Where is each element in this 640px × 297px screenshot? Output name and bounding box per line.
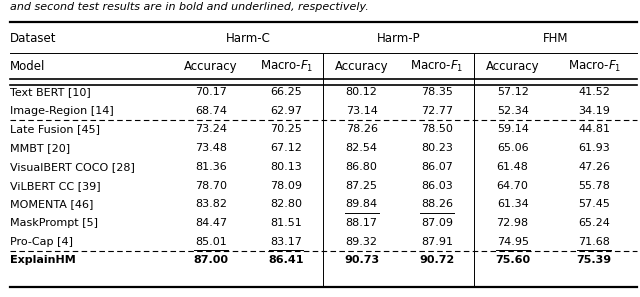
Text: 47.26: 47.26 [579,162,611,172]
Text: 74.95: 74.95 [497,237,529,247]
Text: 65.06: 65.06 [497,143,529,153]
Text: Macro-$F_1$: Macro-$F_1$ [410,59,463,74]
Text: Accuracy: Accuracy [486,60,540,73]
Text: 80.13: 80.13 [271,162,302,172]
Text: 86.03: 86.03 [421,181,452,191]
Text: 89.32: 89.32 [346,237,378,247]
Text: Model: Model [10,60,45,73]
Text: 67.12: 67.12 [271,143,302,153]
Text: 87.00: 87.00 [194,255,228,266]
Text: 72.98: 72.98 [497,218,529,228]
Text: FHM: FHM [543,32,568,45]
Text: ViLBERT CC [39]: ViLBERT CC [39] [10,181,100,191]
Text: Harm-C: Harm-C [225,32,271,45]
Text: 78.09: 78.09 [270,181,302,191]
Text: MaskPrompt [5]: MaskPrompt [5] [10,218,97,228]
Text: Late Fusion [45]: Late Fusion [45] [10,124,100,135]
Text: 66.25: 66.25 [271,87,302,97]
Text: 73.24: 73.24 [195,124,227,135]
Text: 34.19: 34.19 [579,106,610,116]
Text: 78.35: 78.35 [421,87,452,97]
Text: 90.72: 90.72 [419,255,454,266]
Text: 86.41: 86.41 [269,255,304,266]
Text: 61.93: 61.93 [579,143,610,153]
Text: 41.52: 41.52 [579,87,610,97]
Text: MMBT [20]: MMBT [20] [10,143,70,153]
Text: 61.34: 61.34 [497,199,529,209]
Text: Text BERT [10]: Text BERT [10] [10,87,90,97]
Text: 71.68: 71.68 [579,237,610,247]
Text: 78.50: 78.50 [421,124,452,135]
Text: Accuracy: Accuracy [184,60,238,73]
Text: 80.12: 80.12 [346,87,378,97]
Text: 61.48: 61.48 [497,162,529,172]
Text: 44.81: 44.81 [579,124,611,135]
Text: 52.34: 52.34 [497,106,529,116]
Text: 73.48: 73.48 [195,143,227,153]
Text: Pro-Cap [4]: Pro-Cap [4] [10,237,72,247]
Text: 70.17: 70.17 [195,87,227,97]
Text: 78.70: 78.70 [195,181,227,191]
Text: 70.25: 70.25 [271,124,302,135]
Text: MOMENTA [46]: MOMENTA [46] [10,199,93,209]
Text: 83.82: 83.82 [195,199,227,209]
Text: 80.23: 80.23 [421,143,452,153]
Text: 57.45: 57.45 [579,199,610,209]
Text: Image-Region [14]: Image-Region [14] [10,106,113,116]
Text: 72.77: 72.77 [420,106,453,116]
Text: 90.73: 90.73 [344,255,379,266]
Text: Macro-$F_1$: Macro-$F_1$ [260,59,313,74]
Text: 87.91: 87.91 [421,237,453,247]
Text: 88.17: 88.17 [346,218,378,228]
Text: 84.47: 84.47 [195,218,227,228]
Text: 81.36: 81.36 [195,162,227,172]
Text: and second test results are in bold and underlined, respectively.: and second test results are in bold and … [10,2,369,12]
Text: 75.60: 75.60 [495,255,530,266]
Text: Harm-P: Harm-P [376,32,420,45]
Text: 82.80: 82.80 [270,199,302,209]
Text: 81.51: 81.51 [271,218,302,228]
Text: Macro-$F_1$: Macro-$F_1$ [568,59,621,74]
Text: 78.26: 78.26 [346,124,378,135]
Text: Accuracy: Accuracy [335,60,388,73]
Text: 88.26: 88.26 [421,199,453,209]
Text: 55.78: 55.78 [579,181,610,191]
Text: 59.14: 59.14 [497,124,529,135]
Text: 62.97: 62.97 [270,106,302,116]
Text: 57.12: 57.12 [497,87,529,97]
Text: 73.14: 73.14 [346,106,378,116]
Text: ExplainHM: ExplainHM [10,255,76,266]
Text: 86.80: 86.80 [346,162,378,172]
Text: VisualBERT COCO [28]: VisualBERT COCO [28] [10,162,134,172]
Text: 82.54: 82.54 [346,143,378,153]
Text: 83.17: 83.17 [271,237,302,247]
Text: E: E [10,255,17,266]
Text: 87.25: 87.25 [346,181,378,191]
Text: Dataset: Dataset [10,32,56,45]
Text: 75.39: 75.39 [577,255,612,266]
Text: 65.24: 65.24 [579,218,610,228]
Text: 89.84: 89.84 [346,199,378,209]
Text: 87.09: 87.09 [421,218,453,228]
Text: 68.74: 68.74 [195,106,227,116]
Text: 86.07: 86.07 [421,162,452,172]
Text: 85.01: 85.01 [195,237,227,247]
Text: 64.70: 64.70 [497,181,529,191]
